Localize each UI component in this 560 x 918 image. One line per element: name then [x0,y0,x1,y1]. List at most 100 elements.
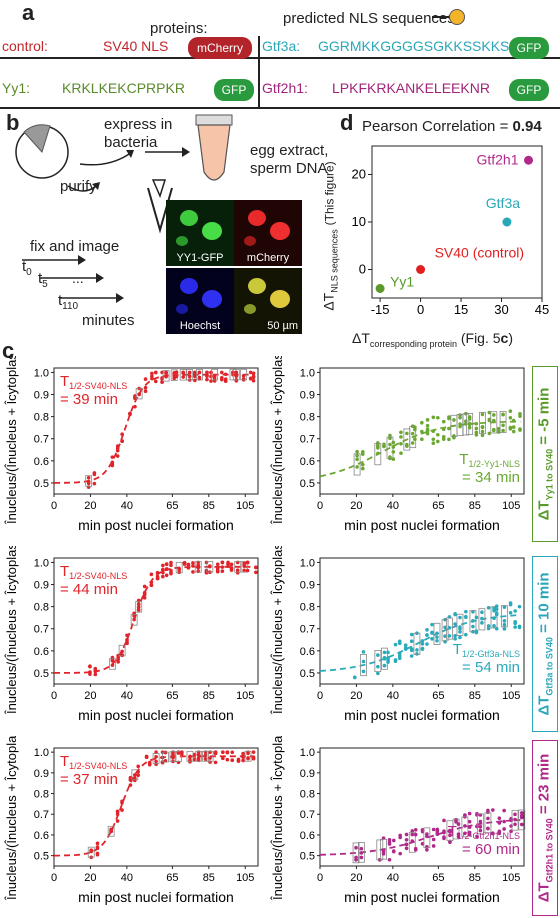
row-yy1-sequence: KRKLKEKCPRPKR [62,80,185,96]
x-tick-label: 40 [387,872,399,884]
x-tick-label: 85 [203,690,215,702]
data-point [480,433,485,438]
data-point [388,433,392,438]
fit-curve [54,565,255,674]
data-point [431,437,436,442]
data-point [425,848,429,852]
box-marker [169,751,177,762]
box-marker [353,453,361,476]
y-tick-label: 0.9 [300,768,315,780]
data-point [494,607,499,611]
data-point [393,642,398,647]
data-point [467,421,472,426]
y-tick-label: 0.8 [300,602,315,614]
data-point [413,847,418,852]
data-point [431,837,436,842]
data-point [235,570,240,575]
plasmid-insert-icon [23,124,51,153]
data-point [174,374,179,379]
y-tick-label: 0.5 [300,851,315,863]
data-point [92,471,97,475]
y-tick-label: 1.0 [300,557,315,569]
y-tick-label: 0.7 [300,624,315,636]
data-point [196,752,201,757]
data-point [404,846,409,851]
data-point [463,831,467,836]
data-point [115,809,120,814]
data-point [88,670,92,675]
data-point [177,570,181,575]
panel-d-letter: d [340,110,354,135]
fit-curve [319,420,521,478]
data-point [197,370,202,375]
panel-b-schematic [15,114,233,303]
data-point [399,451,403,455]
data-point [425,832,429,836]
data-point [442,835,446,839]
data-point [229,566,234,570]
data-point [187,370,192,375]
x-tick-label: 40 [387,500,399,512]
data-point [205,377,209,382]
data-point [447,634,452,638]
y-tick-label: 0.9 [34,390,49,402]
data-point [513,817,517,822]
data-point [176,750,181,754]
data-point [436,432,440,437]
data-point [431,429,436,434]
data-point [480,425,485,430]
y-tick-label: 0.8 [300,412,315,424]
data-point [221,756,225,761]
x-tick-label: 0 [317,872,323,884]
data-point [415,652,419,656]
data-point [487,410,492,415]
data-point [213,750,218,754]
data-point [471,619,475,623]
data-point [128,783,133,787]
data-point [110,663,115,667]
data-point [359,851,364,855]
data-point [193,371,197,376]
data-point [196,563,201,568]
point-gtf3a [502,217,512,227]
halftime-value: = 60 min [462,841,520,858]
data-point [492,413,496,417]
data-point [164,370,168,375]
data-point [517,624,522,629]
x-tick-label: 15 [454,302,468,317]
data-point [513,625,517,629]
box-marker [499,410,507,434]
data-point [436,415,440,420]
data-point [404,838,409,842]
x-tick-label: 45 [535,302,549,317]
box-marker [441,619,449,642]
data-point [517,604,522,609]
data-point [220,377,224,382]
data-point [453,622,457,626]
data-point [409,632,414,637]
data-point [425,423,430,428]
data-point [220,569,225,574]
data-point [425,418,430,422]
data-point [458,615,462,620]
point-label-gtf3a: Gtf3a [486,195,520,211]
data-point [458,626,462,631]
data-point [120,649,124,654]
data-point [149,572,154,577]
data-point [169,568,173,573]
purify-label: purify [60,178,97,195]
data-point [223,377,228,381]
point-yy1 [375,284,385,293]
data-point [491,808,495,812]
data-point [441,419,446,424]
data-point [115,819,120,823]
data-point [246,750,250,754]
data-point [120,808,124,812]
data-point [376,664,380,669]
y-tick-label: 0.7 [300,434,315,446]
data-point [182,560,187,565]
data-point [458,424,462,429]
data-point [109,829,113,834]
data-point [475,824,479,829]
x-tick-label: 0 [51,690,57,702]
